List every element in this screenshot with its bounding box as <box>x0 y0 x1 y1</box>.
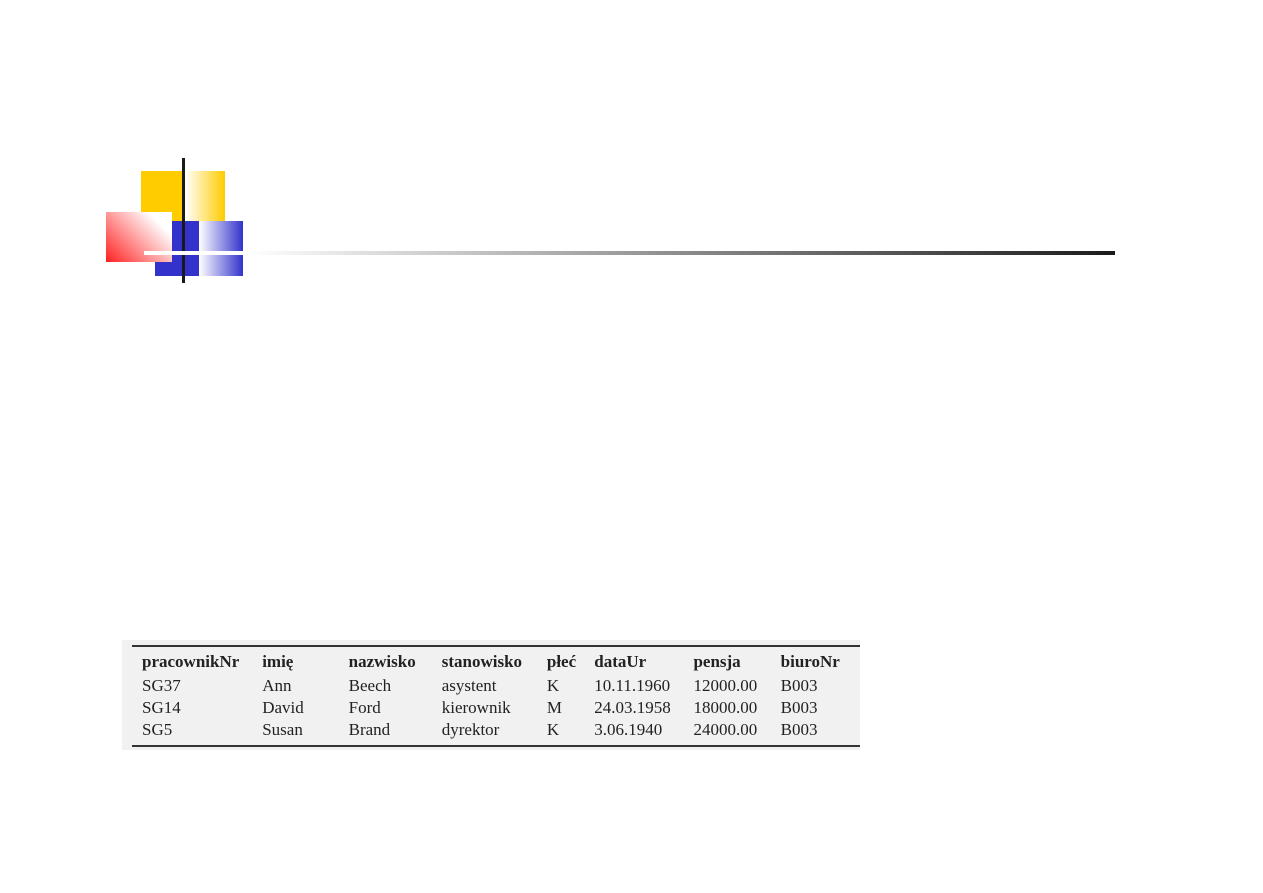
table-top-rule <box>132 645 860 647</box>
table-bottom-rule <box>132 745 860 747</box>
table-cell: SG37 <box>142 676 181 695</box>
table-row: SG14 David Ford kierownik M 24.03.1958 18000.0… <box>142 697 860 719</box>
table-cell: 24.03.1958 <box>594 698 671 717</box>
table-cell: SG14 <box>142 698 181 717</box>
employee-table-scan: pracownikNr imię nazwisko stanowisko płeć dat… <box>122 640 860 750</box>
table-cell: 3.06.1940 <box>594 720 663 739</box>
table-cell: dyrektor <box>441 720 500 739</box>
logo-vertical-line <box>182 158 185 283</box>
table-cell: Brand <box>348 720 391 739</box>
table-cell: Ford <box>348 698 381 717</box>
logo-yellow-gradient <box>185 171 225 221</box>
column-header: stanowisko <box>441 652 523 671</box>
table-cell: Ann <box>262 676 292 695</box>
table-cell: Susan <box>262 720 303 739</box>
table-cell: B003 <box>780 676 818 695</box>
table-cell: 24000.00 <box>693 720 758 739</box>
table-header-row: pracownikNr imię nazwisko stanowisko płeć dat… <box>142 649 860 675</box>
table-row: SG37 Ann Beech asystent K 10.11.1960 12000.00 B… <box>142 675 860 697</box>
column-header: imię <box>262 652 294 671</box>
table-cell: 18000.00 <box>693 698 758 717</box>
column-header: pracownikNr <box>142 652 240 671</box>
table-cell: SG5 <box>142 720 173 739</box>
table-cell: B003 <box>780 720 818 739</box>
employee-table: pracownikNr imię nazwisko stanowisko płeć dat… <box>142 649 860 741</box>
table-cell: David <box>262 698 304 717</box>
table-row: SG5 Susan Brand dyrektor K 3.06.1940 24000.00 B… <box>142 719 860 741</box>
table-cell: 10.11.1960 <box>594 676 671 695</box>
logo-white-line <box>144 251 260 255</box>
table-cell: K <box>546 676 560 695</box>
table-cell: 12000.00 <box>693 676 758 695</box>
logo-blue-gradient <box>199 221 243 276</box>
table-cell: M <box>546 698 562 717</box>
table-cell: K <box>546 720 560 739</box>
column-header: nazwisko <box>348 652 416 671</box>
table-cell: B003 <box>780 698 818 717</box>
table-cell: kierownik <box>441 698 511 717</box>
table-cell: Beech <box>348 676 392 695</box>
column-header: pensja <box>693 652 741 671</box>
column-header: płeć <box>546 652 577 671</box>
column-header: biuroNr <box>780 652 840 671</box>
column-header: dataUr <box>594 652 647 671</box>
table-cell: asystent <box>441 676 497 695</box>
title-rule <box>245 251 1115 255</box>
